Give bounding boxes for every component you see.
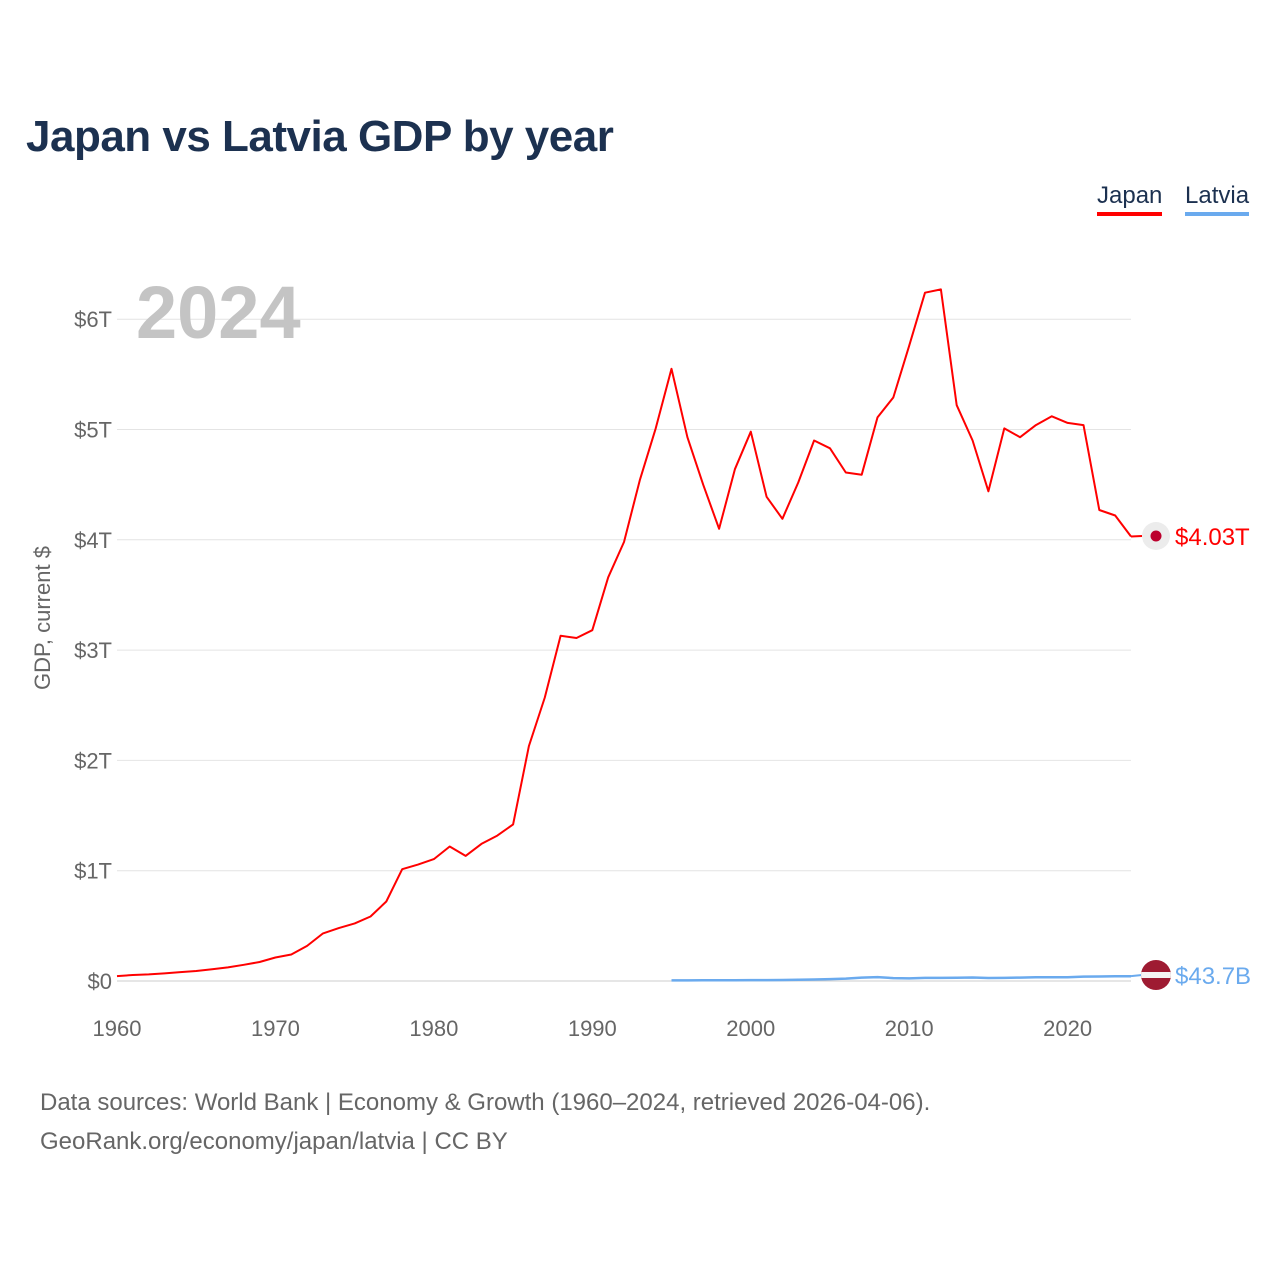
series-line-japan (116, 288, 1132, 978)
x-tick-label: 2010 (885, 1016, 934, 1041)
latvia-flag-icon (1141, 960, 1171, 990)
x-tick-label: 1980 (409, 1016, 458, 1041)
connector-line (1130, 974, 1143, 978)
y-tick-label: $5T (74, 418, 112, 443)
latvia-flag-white (1141, 972, 1171, 978)
end-value-label-latvia: $43.7B (1175, 963, 1251, 990)
attribution-link[interactable]: GeoRank.org/economy/japan/latvia | CC BY (40, 1128, 508, 1155)
data-source-text: Data sources: World Bank | Economy & Gro… (40, 1089, 931, 1116)
x-tick-label: 1970 (251, 1016, 300, 1041)
footer: Data sources: World Bank | Economy & Gro… (40, 1083, 930, 1161)
x-tick-label: 1990 (568, 1016, 617, 1041)
year-watermark: 2024 (136, 271, 301, 354)
series-line-latvia (671, 974, 1131, 982)
y-tick-label: $6T (74, 307, 112, 332)
japan-flag-disc (1150, 530, 1162, 542)
x-tick-label: 1960 (93, 1016, 142, 1041)
y-tick-label: $3T (74, 638, 112, 663)
y-tick-label: $0 (88, 969, 112, 994)
y-tick-label: $2T (74, 748, 112, 773)
y-tick-label: $4T (74, 528, 112, 553)
end-value-label-japan: $4.03T (1175, 524, 1250, 551)
legend-latvia[interactable]: Latvia (1185, 182, 1250, 216)
chart-title: Japan vs Latvia GDP by year (26, 112, 614, 161)
y-axis-label: GDP, current $ (30, 546, 55, 690)
y-tick-label: $1T (74, 859, 112, 884)
legend-japan[interactable]: Japan (1097, 182, 1163, 216)
x-tick-label: 2000 (726, 1016, 775, 1041)
x-tick-label: 2020 (1043, 1016, 1092, 1041)
